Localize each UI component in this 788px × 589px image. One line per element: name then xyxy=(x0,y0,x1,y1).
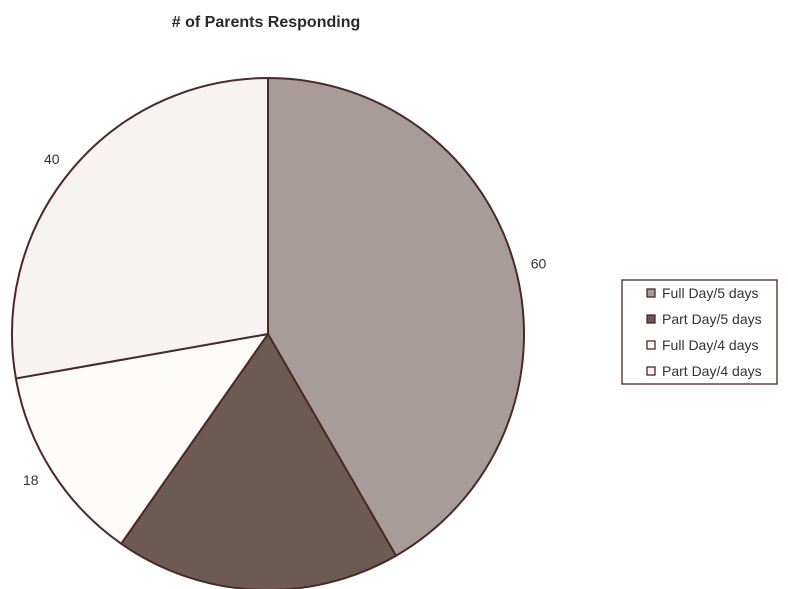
pie-slice-1 xyxy=(267,77,525,557)
data-label-1: 60 xyxy=(531,256,547,272)
legend-label-4: Part Day/4 days xyxy=(662,363,762,379)
pie-slices xyxy=(11,77,525,589)
data-label-3: 18 xyxy=(23,472,39,488)
pie-slice-2 xyxy=(120,333,397,589)
pie-slice-3 xyxy=(14,333,269,545)
legend-label-1: Full Day/5 days xyxy=(662,285,758,301)
legend-swatch-4 xyxy=(646,366,656,376)
legend-swatch-1 xyxy=(646,288,656,298)
legend: Full Day/5 days Part Day/5 days Full Day/4… xyxy=(621,279,778,385)
chart-title: # of Parents Responding xyxy=(172,14,360,31)
legend-label-2: Part Day/5 days xyxy=(662,311,762,327)
legend-swatch-2 xyxy=(646,314,656,324)
legend-swatch-3 xyxy=(646,340,656,350)
data-label-4: 40 xyxy=(44,151,60,167)
data-labels: 60 18 40 xyxy=(23,151,546,488)
pie-slice-4 xyxy=(11,77,269,380)
legend-label-3: Full Day/4 days xyxy=(662,337,758,353)
